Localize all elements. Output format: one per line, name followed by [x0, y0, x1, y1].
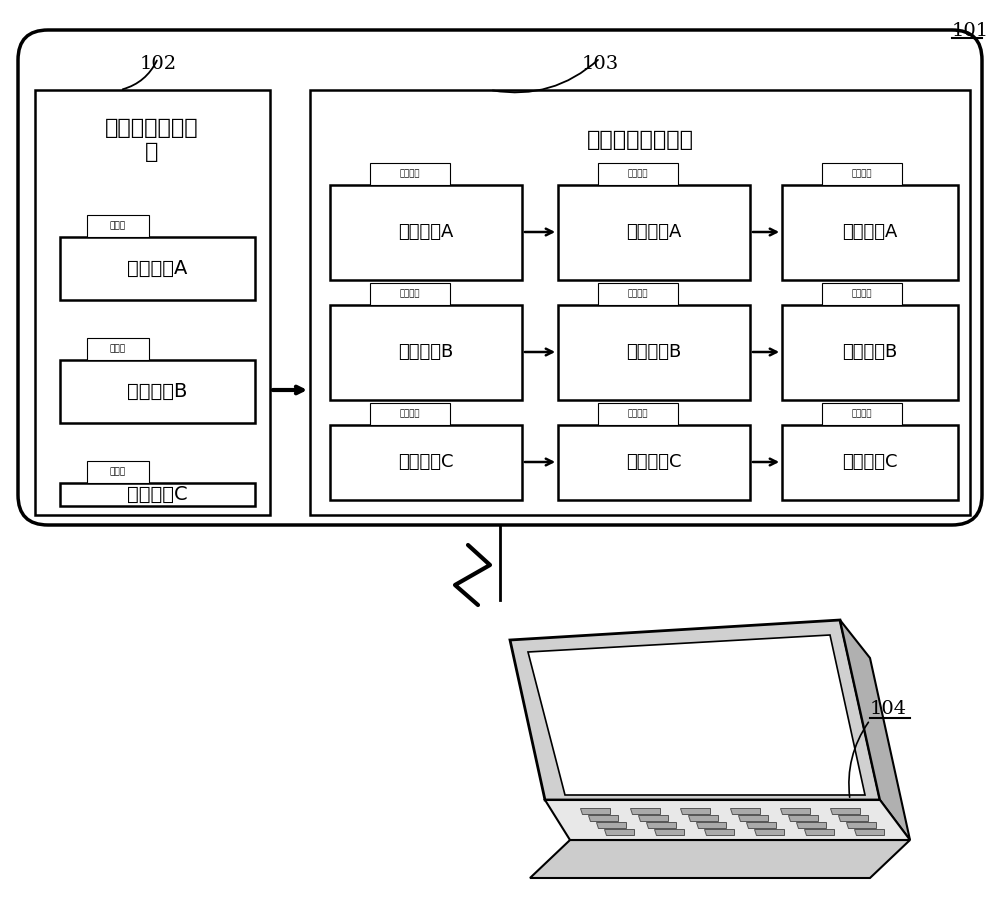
FancyBboxPatch shape — [18, 30, 982, 525]
Polygon shape — [696, 822, 726, 828]
Text: 103: 103 — [581, 55, 619, 73]
Polygon shape — [510, 620, 880, 800]
Text: 时间戳２: 时间戳２ — [628, 170, 648, 179]
Polygon shape — [854, 829, 884, 835]
Text: 时间戳１: 时间戳１ — [400, 290, 420, 299]
Bar — [370, 403, 450, 425]
Bar — [782, 425, 958, 500]
Bar — [60, 483, 255, 506]
Text: 目标事件A: 目标事件A — [842, 223, 898, 242]
Polygon shape — [838, 815, 868, 821]
Text: 目标事件C: 目标事件C — [626, 453, 682, 471]
Text: 目标事件A: 目标事件A — [626, 223, 682, 242]
Text: 时间戳３: 时间戳３ — [852, 170, 872, 179]
Bar — [822, 163, 902, 185]
Bar — [598, 403, 678, 425]
Bar — [87, 461, 149, 483]
Text: 目标事件A: 目标事件A — [127, 259, 188, 278]
Polygon shape — [596, 822, 626, 828]
Text: 目标事件B: 目标事件B — [127, 382, 188, 401]
Polygon shape — [746, 822, 776, 828]
Polygon shape — [580, 808, 610, 814]
Text: 目标事件A: 目标事件A — [398, 223, 454, 242]
Polygon shape — [688, 815, 718, 821]
Polygon shape — [730, 808, 760, 814]
Bar — [370, 163, 450, 185]
Text: 时间戳: 时间戳 — [110, 468, 126, 477]
Text: 至少一个目标事
件: 至少一个目标事 件 — [105, 118, 199, 162]
Polygon shape — [840, 620, 910, 840]
Text: 时间戳２: 时间戳２ — [628, 410, 648, 419]
Bar — [558, 425, 750, 500]
Polygon shape — [738, 815, 768, 821]
Bar — [598, 283, 678, 305]
Text: 时间戳: 时间戳 — [110, 344, 126, 353]
Polygon shape — [654, 829, 684, 835]
Bar — [87, 215, 149, 237]
Polygon shape — [646, 822, 676, 828]
Polygon shape — [796, 822, 826, 828]
Text: 目标事件B: 目标事件B — [398, 343, 454, 361]
Bar — [782, 305, 958, 400]
Polygon shape — [604, 829, 634, 835]
Polygon shape — [846, 822, 876, 828]
Text: 预先设置的全钉路: 预先设置的全钉路 — [586, 130, 694, 150]
Bar — [87, 338, 149, 360]
Bar — [330, 185, 522, 280]
Polygon shape — [788, 815, 818, 821]
Text: 目标事件C: 目标事件C — [842, 453, 898, 471]
Text: 目标事件C: 目标事件C — [398, 453, 454, 471]
Bar — [35, 90, 270, 515]
Polygon shape — [704, 829, 734, 835]
Polygon shape — [780, 808, 810, 814]
Text: 目标事件B: 目标事件B — [842, 343, 898, 361]
Text: 104: 104 — [870, 700, 907, 718]
Polygon shape — [754, 829, 784, 835]
Bar — [330, 305, 522, 400]
Polygon shape — [530, 840, 910, 878]
Polygon shape — [588, 815, 618, 821]
Polygon shape — [804, 829, 834, 835]
Polygon shape — [528, 635, 865, 795]
Polygon shape — [630, 808, 660, 814]
Polygon shape — [680, 808, 710, 814]
Bar — [310, 90, 970, 515]
Text: 时间戳１: 时间戳１ — [400, 410, 420, 419]
Bar — [558, 185, 750, 280]
Text: 目标事件C: 目标事件C — [127, 485, 188, 504]
Bar — [822, 283, 902, 305]
Text: 101: 101 — [952, 22, 989, 40]
Text: 时间戳１: 时间戳１ — [400, 170, 420, 179]
Polygon shape — [830, 808, 860, 814]
Text: 时间戳３: 时间戳３ — [852, 290, 872, 299]
Text: 102: 102 — [139, 55, 177, 73]
Bar — [598, 163, 678, 185]
Text: 时间戳２: 时间戳２ — [628, 290, 648, 299]
Bar — [60, 360, 255, 423]
Bar — [60, 237, 255, 300]
Text: 时间戳: 时间戳 — [110, 222, 126, 231]
Bar — [370, 283, 450, 305]
Polygon shape — [638, 815, 668, 821]
Text: 目标事件B: 目标事件B — [626, 343, 682, 361]
Bar — [330, 425, 522, 500]
Polygon shape — [545, 800, 910, 840]
Bar — [782, 185, 958, 280]
Text: 时间戳３: 时间戳３ — [852, 410, 872, 419]
Bar — [822, 403, 902, 425]
Bar — [558, 305, 750, 400]
